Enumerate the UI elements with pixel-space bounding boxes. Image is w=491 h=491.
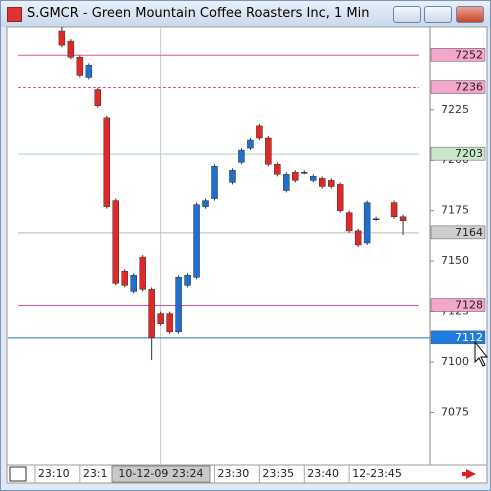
- candle-body: [238, 149, 245, 163]
- candle-body: [148, 289, 155, 339]
- y-tick-label: 7150: [441, 254, 469, 267]
- candle-body: [112, 200, 119, 284]
- candle-body: [310, 176, 317, 181]
- close-button[interactable]: [456, 6, 484, 23]
- candle-body: [301, 172, 308, 174]
- candle-body: [390, 202, 398, 217]
- crosshair-label-box: [111, 465, 211, 483]
- x-tick-label: 23:30: [218, 467, 250, 480]
- candle-body: [345, 212, 353, 232]
- candle-body: [121, 270, 128, 286]
- price-level-label: 7112: [455, 331, 483, 344]
- price-level-box: [430, 80, 486, 94]
- price-level-label: 7128: [455, 299, 483, 312]
- x-tick-label: 23:35: [262, 467, 294, 480]
- candle-body: [354, 230, 362, 246]
- y-tick-label: 7175: [441, 204, 469, 217]
- candle-body: [372, 218, 380, 221]
- crosshair-label: 10-12-09 23:24: [118, 467, 203, 480]
- price-level-label: 7203: [455, 147, 483, 160]
- candle-body: [58, 30, 66, 46]
- window-title: S.GMCR - Green Mountain Coffee Roasters …: [27, 6, 370, 21]
- title-bar: S.GMCR - Green Mountain Coffee Roasters …: [1, 1, 490, 27]
- candle-body: [363, 202, 371, 244]
- x-tick-label: 12-23:45: [352, 467, 402, 480]
- candle-body: [292, 172, 299, 181]
- price-level-box: [430, 225, 486, 240]
- scroll-arrow[interactable]: [462, 469, 476, 479]
- price-level-box: [430, 298, 486, 312]
- y-tick-label: 7100: [441, 355, 469, 368]
- price-level-label: 7164: [455, 226, 483, 239]
- candle-body: [103, 117, 111, 207]
- candle-body: [283, 174, 290, 191]
- candle-body: [336, 184, 344, 211]
- x-tick-label: 23:10: [38, 467, 70, 480]
- candle-body: [67, 40, 75, 58]
- candle-body: [229, 170, 236, 183]
- candle-body: [130, 275, 137, 292]
- candle-body: [184, 275, 191, 286]
- candle-body: [256, 125, 263, 139]
- x-tick-label: 23:40: [307, 467, 339, 480]
- candle-body: [202, 200, 209, 207]
- candle-body: [319, 178, 326, 187]
- candle-body: [327, 180, 335, 187]
- minimize-button[interactable]: [393, 6, 421, 23]
- y-tick-label: 7225: [441, 103, 469, 116]
- candle-body: [139, 256, 146, 290]
- candle-body: [166, 313, 173, 333]
- price-level-box: [430, 48, 486, 62]
- price-level-label: 7252: [455, 48, 483, 61]
- candle-body: [265, 137, 272, 165]
- scroll-box[interactable]: [9, 466, 27, 482]
- candle-body: [157, 313, 164, 324]
- price-level-box: [430, 330, 486, 345]
- price-level-label: 7236: [455, 81, 483, 94]
- app-icon: [7, 7, 22, 22]
- mouse-cursor: [474, 340, 489, 367]
- price-level-box: [430, 146, 486, 161]
- x-tick-label: 23:1: [83, 467, 108, 480]
- y-tick-label: 7075: [441, 406, 469, 419]
- candle-body: [399, 216, 407, 222]
- candle-body: [76, 57, 84, 76]
- candle-body: [175, 277, 182, 333]
- candle-body: [85, 65, 93, 78]
- candle-body: [274, 164, 281, 175]
- candle-body: [247, 139, 254, 149]
- candle-body: [94, 89, 102, 106]
- maximize-button[interactable]: [424, 6, 452, 23]
- plot-frame: [6, 26, 488, 466]
- candle-body: [193, 204, 200, 278]
- candle-body: [211, 166, 218, 199]
